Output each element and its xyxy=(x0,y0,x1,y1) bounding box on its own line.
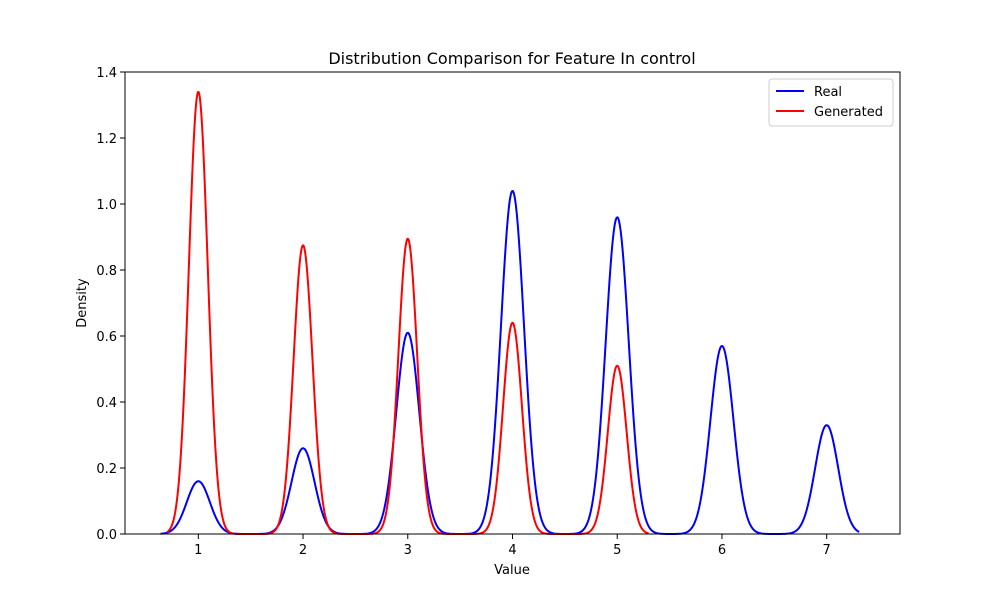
y-tick-label: 1.2 xyxy=(96,132,117,147)
x-tick-label: 1 xyxy=(194,543,202,558)
x-tick-label: 3 xyxy=(404,543,412,558)
y-axis-label: Density xyxy=(75,278,90,328)
y-axis-ticks: 0.0 0.2 0.4 0.6 0.8 1.0 1.2 1.4 xyxy=(96,66,125,543)
y-tick-label: 0.2 xyxy=(96,462,117,477)
plot-area xyxy=(160,90,860,535)
series-line-real xyxy=(160,189,860,535)
y-tick-label: 0.0 xyxy=(96,528,117,543)
y-tick-label: 0.4 xyxy=(96,396,117,411)
x-tick-label: 7 xyxy=(823,543,831,558)
legend-label-real: Real xyxy=(814,85,842,100)
y-tick-label: 0.6 xyxy=(96,330,117,345)
x-axis-ticks: 1 2 3 4 5 6 7 xyxy=(194,534,831,558)
x-tick-label: 4 xyxy=(508,543,516,558)
y-tick-label: 0.8 xyxy=(96,264,117,279)
chart-title: Distribution Comparison for Feature In c… xyxy=(328,49,695,68)
legend-label-generated: Generated xyxy=(814,105,883,120)
legend: Real Generated xyxy=(768,78,894,127)
y-tick-label: 1.4 xyxy=(96,66,117,81)
x-tick-label: 5 xyxy=(613,543,621,558)
series-line-generated xyxy=(166,90,649,535)
y-tick-label: 1.0 xyxy=(96,198,117,213)
x-tick-label: 2 xyxy=(299,543,307,558)
x-axis-label: Value xyxy=(494,563,530,578)
x-tick-label: 6 xyxy=(718,543,726,558)
plot-frame xyxy=(124,71,901,535)
